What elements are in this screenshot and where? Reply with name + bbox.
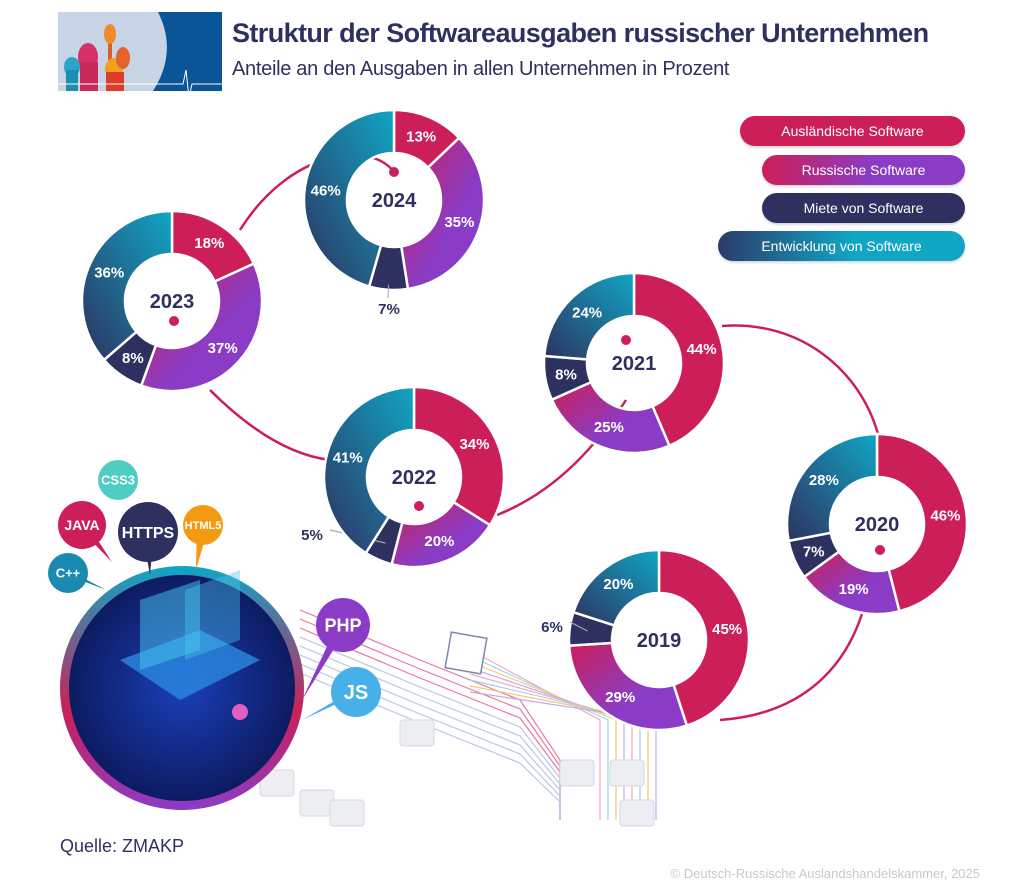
bubble-css3: CSS3: [98, 460, 138, 500]
connector-dot: [169, 316, 179, 326]
segment-auslaendische-software: [875, 432, 969, 613]
bubble-label: HTTPS: [122, 525, 175, 542]
bubble-php: PHP: [302, 598, 370, 700]
segment-entwicklung-von-software: [322, 385, 416, 555]
year-label: 2019: [637, 630, 682, 652]
bubble-label: CSS3: [101, 473, 135, 488]
chart-subtitle: Anteile an den Ausgaben in allen Unterne…: [232, 58, 730, 80]
donut-2023: 18% 37% 8% 36% 2023: [80, 209, 264, 393]
year-label: 2024: [372, 190, 417, 212]
data-label: 41%: [333, 450, 363, 467]
connector-dot: [414, 501, 424, 511]
donut-2020: 46% 19% 7% 28% 2020: [785, 432, 969, 616]
data-label: 24%: [572, 304, 602, 321]
data-label: 34%: [459, 436, 489, 453]
year-label: 2023: [150, 291, 195, 313]
data-label: 5%: [301, 527, 323, 544]
logo: [58, 12, 222, 91]
bubble-java: JAVA: [58, 501, 112, 562]
bubble-label: JS: [344, 682, 368, 704]
bubble-https: HTTPS: [118, 502, 178, 575]
source-note: Quelle: ZMAKP: [60, 836, 185, 856]
legend-item-miete-von-software: Miete von Software: [762, 193, 965, 223]
data-label: 29%: [605, 689, 635, 706]
segment-entwicklung-von-software: [785, 432, 879, 543]
chart-title: Struktur der Softwareausgaben russischer…: [232, 18, 929, 48]
legend-label: Entwicklung von Software: [761, 238, 922, 254]
connector-dot: [621, 335, 631, 345]
donut-2021: 44% 25% 8% 24% 2021: [542, 271, 726, 455]
segment-russische-software: [139, 261, 264, 393]
legend-label: Miete von Software: [803, 200, 924, 216]
data-label: 20%: [603, 576, 633, 593]
connector-dot: [389, 167, 399, 177]
donut-2024: 13% 35% 7% 46% 2024: [302, 108, 486, 318]
illustration: CSS3 JAVA HTTPS HTML5 C++ PHP JS: [48, 460, 381, 810]
data-label: 46%: [930, 507, 960, 524]
bubble-label: PHP: [324, 615, 361, 635]
bubble-cpp: C++: [48, 553, 106, 593]
segment-entwicklung-von-software: [302, 108, 396, 289]
data-label: 37%: [208, 340, 238, 357]
bubble-label: HTML5: [185, 520, 222, 532]
data-label: 8%: [122, 350, 144, 367]
donut-2019: 45% 29% 6% 20% 2019: [541, 548, 751, 732]
bubble-label: JAVA: [64, 517, 99, 533]
donut-2022: 34% 20% 5% 41% 2022: [301, 385, 506, 569]
data-label: 19%: [839, 581, 869, 598]
data-label: 18%: [194, 235, 224, 252]
data-label: 25%: [594, 419, 624, 436]
segment-auslaendische-software: [657, 548, 751, 728]
copyright: © Deutsch-Russische Auslandshandelskamme…: [670, 866, 980, 881]
data-label: 20%: [424, 533, 454, 550]
data-label: 45%: [712, 621, 742, 638]
legend-label: Russische Software: [801, 162, 926, 178]
data-label: 35%: [444, 214, 474, 231]
segment-auslaendische-software: [412, 385, 506, 527]
legend-item-auslaendische-software: Ausländische Software: [740, 116, 965, 146]
legend-item-russische-software: Russische Software: [762, 155, 965, 185]
data-label: 6%: [541, 619, 563, 636]
legend-item-entwicklung-von-software: Entwicklung von Software: [718, 231, 965, 261]
legend-label: Ausländische Software: [781, 123, 924, 139]
data-label: 36%: [94, 264, 124, 281]
data-label: 28%: [809, 472, 839, 489]
segment-russische-software: [567, 641, 689, 732]
bubble-label: C++: [56, 566, 81, 581]
data-label: 13%: [406, 129, 436, 146]
bubble-html5: HTML5: [183, 505, 223, 570]
bubble-js: JS: [302, 667, 381, 720]
data-label: 7%: [378, 301, 400, 318]
year-label: 2021: [612, 353, 657, 375]
data-label: 8%: [555, 367, 577, 384]
data-label: 7%: [803, 543, 825, 560]
segment-entwicklung-von-software: [542, 271, 636, 361]
circuit-decoration: [259, 609, 657, 827]
segment-russische-software: [550, 380, 672, 455]
segment-russische-software: [399, 136, 486, 291]
segment-auslaendische-software: [632, 271, 726, 448]
data-label: 46%: [311, 182, 341, 199]
year-label: 2022: [392, 467, 437, 489]
connector-dot: [875, 545, 885, 555]
year-label: 2020: [855, 514, 900, 536]
segment-entwicklung-von-software: [571, 548, 661, 628]
data-label: 44%: [687, 341, 717, 358]
segment-entwicklung-von-software: [80, 209, 174, 362]
